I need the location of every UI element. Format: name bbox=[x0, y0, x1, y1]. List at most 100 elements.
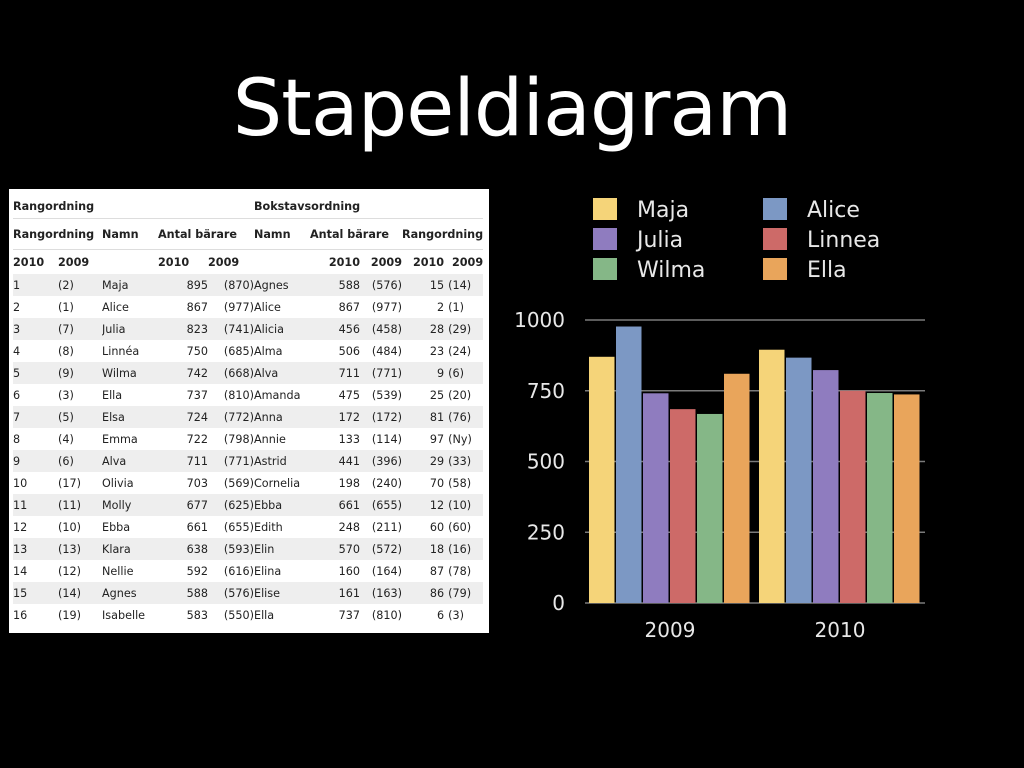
cell-rank-2009: (10) bbox=[58, 516, 102, 538]
cell-alpha-count-2009: (114) bbox=[360, 428, 402, 450]
bar bbox=[670, 409, 696, 603]
cell-alpha-count-2010: 172 bbox=[310, 406, 360, 428]
cell-alpha-count-2010: 248 bbox=[310, 516, 360, 538]
cell-alpha-count-2010: 133 bbox=[310, 428, 360, 450]
cell-rank-2010: 3 bbox=[13, 318, 58, 340]
cell-rank-2009: (1) bbox=[58, 296, 102, 318]
bar bbox=[724, 373, 750, 603]
bar bbox=[616, 326, 642, 603]
table-header-row-2: Rangordning Namn Antal bärare Namn Antal… bbox=[13, 219, 483, 250]
cell-alpha-rank-2009: (20) bbox=[444, 384, 484, 406]
cell-alpha-count-2010: 737 bbox=[310, 604, 360, 626]
cell-name: Linnéa bbox=[102, 340, 158, 362]
header-rank: Rangordning bbox=[13, 227, 95, 241]
bar bbox=[697, 413, 723, 603]
table-row: 15 (14) Agnes 588 (576) Elise 161 (163) 86 (79) bbox=[13, 582, 484, 604]
cell-alpha-rank-2010: 25 bbox=[402, 384, 445, 406]
cell-alpha-count-2010: 160 bbox=[310, 560, 360, 582]
legend-label: Ella bbox=[807, 258, 847, 283]
slide-title: Stapeldiagram bbox=[232, 64, 792, 154]
cell-alpha-name: Agnes bbox=[254, 274, 310, 296]
cell-count-2010: 703 bbox=[158, 472, 208, 494]
cell-alpha-count-2010: 588 bbox=[310, 274, 360, 296]
cell-rank-2010: 10 bbox=[13, 472, 58, 494]
cell-rank-2009: (11) bbox=[58, 494, 102, 516]
legend-swatch bbox=[593, 228, 617, 250]
cell-count-2010: 661 bbox=[158, 516, 208, 538]
cell-alpha-count-2010: 661 bbox=[310, 494, 360, 516]
cell-count-2010: 823 bbox=[158, 318, 208, 340]
cell-rank-2010: 4 bbox=[13, 340, 58, 362]
cell-rank-2009: (5) bbox=[58, 406, 102, 428]
cell-count-2009: (593) bbox=[208, 538, 254, 560]
cell-alpha-rank-2010: 18 bbox=[402, 538, 445, 560]
cell-count-2009: (616) bbox=[208, 560, 254, 582]
cell-rank-2010: 14 bbox=[13, 560, 58, 582]
cell-alpha-count-2009: (164) bbox=[360, 560, 402, 582]
cell-rank-2009: (19) bbox=[58, 604, 102, 626]
cell-alpha-rank-2009: (60) bbox=[444, 516, 484, 538]
cell-alpha-count-2009: (977) bbox=[360, 296, 402, 318]
cell-count-2010: 724 bbox=[158, 406, 208, 428]
cell-rank-2009: (6) bbox=[58, 450, 102, 472]
cell-alpha-rank-2009: (79) bbox=[444, 582, 484, 604]
cell-alpha-rank-2010: 9 bbox=[402, 362, 445, 384]
cell-rank-2010: 16 bbox=[13, 604, 58, 626]
table-row: 9 (6) Alva 711 (771) Astrid 441 (396) 29 (33) bbox=[13, 450, 484, 472]
bar-chart: Maja Alice Julia Linnea Wilma Ella 0 250 500 750 1… bbox=[514, 198, 925, 642]
header-year: 2010 bbox=[13, 249, 58, 274]
header-year: 2009 bbox=[444, 249, 484, 274]
cell-alpha-rank-2009: (78) bbox=[444, 560, 484, 582]
cell-alpha-rank-2010: 29 bbox=[402, 450, 445, 472]
cell-alpha-name: Alma bbox=[254, 340, 310, 362]
cell-name: Julia bbox=[102, 318, 158, 340]
cell-alpha-name: Elina bbox=[254, 560, 310, 582]
cell-rank-2010: 11 bbox=[13, 494, 58, 516]
name-table-panel: Rangordning Bokstavsordning Rangordning … bbox=[9, 189, 489, 633]
cell-rank-2009: (3) bbox=[58, 384, 102, 406]
cell-rank-2009: (4) bbox=[58, 428, 102, 450]
cell-count-2009: (771) bbox=[208, 450, 254, 472]
cell-count-2010: 722 bbox=[158, 428, 208, 450]
cell-count-2010: 638 bbox=[158, 538, 208, 560]
cell-alpha-rank-2010: 6 bbox=[402, 604, 445, 626]
header-count-alpha: Antal bärare bbox=[310, 227, 389, 241]
cell-name: Klara bbox=[102, 538, 158, 560]
cell-count-2009: (668) bbox=[208, 362, 254, 384]
cell-alpha-rank-2009: (29) bbox=[444, 318, 484, 340]
cell-alpha-name: Edith bbox=[254, 516, 310, 538]
cell-alpha-count-2010: 198 bbox=[310, 472, 360, 494]
cell-alpha-count-2009: (655) bbox=[360, 494, 402, 516]
header-count: Antal bärare bbox=[158, 227, 237, 241]
cell-alpha-count-2009: (484) bbox=[360, 340, 402, 362]
cell-count-2009: (977) bbox=[208, 296, 254, 318]
cell-name: Maja bbox=[102, 274, 158, 296]
table-row: 4 (8) Linnéa 750 (685) Alma 506 (484) 23 (24) bbox=[13, 340, 484, 362]
cell-alpha-name: Ella bbox=[254, 604, 310, 626]
legend-label: Linnea bbox=[807, 228, 880, 253]
cell-alpha-rank-2009: (58) bbox=[444, 472, 484, 494]
header-blank bbox=[102, 249, 158, 274]
bar bbox=[643, 393, 669, 603]
name-statistics-table: Rangordning Bokstavsordning Rangordning … bbox=[13, 195, 484, 626]
cell-alpha-rank-2009: (6) bbox=[444, 362, 484, 384]
cell-alpha-rank-2010: 70 bbox=[402, 472, 445, 494]
cell-alpha-name: Ebba bbox=[254, 494, 310, 516]
cell-count-2009: (772) bbox=[208, 406, 254, 428]
x-category-label: 2009 bbox=[645, 618, 696, 642]
cell-name: Alva bbox=[102, 450, 158, 472]
cell-rank-2010: 8 bbox=[13, 428, 58, 450]
table-row: 10 (17) Olivia 703 (569) Cornelia 198 (240) 70 (5… bbox=[13, 472, 484, 494]
cell-rank-2010: 5 bbox=[13, 362, 58, 384]
cell-alpha-rank-2009: (Ny) bbox=[444, 428, 484, 450]
header-name-alpha: Namn bbox=[254, 227, 291, 241]
cell-name: Alice bbox=[102, 296, 158, 318]
header-year: 2009 bbox=[208, 249, 254, 274]
cell-alpha-name: Astrid bbox=[254, 450, 310, 472]
table-header-row-3: 2010 2009 2010 2009 2010 2009 2010 2009 bbox=[13, 249, 484, 274]
cell-alpha-rank-2009: (1) bbox=[444, 296, 484, 318]
legend-swatch bbox=[593, 258, 617, 280]
legend-label: Alice bbox=[807, 198, 860, 223]
cell-alpha-rank-2010: 15 bbox=[402, 274, 445, 296]
table-row: 5 (9) Wilma 742 (668) Alva 711 (771) 9 (6) bbox=[13, 362, 484, 384]
